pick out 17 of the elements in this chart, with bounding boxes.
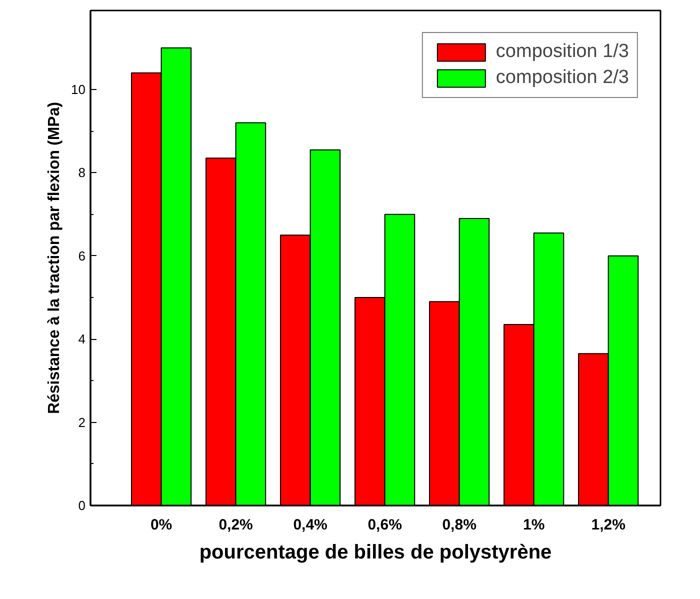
legend-label: composition 2/3 [496,67,629,89]
x-tick-label: 1,2% [591,516,626,534]
x-tick-label: 0,2% [218,516,253,534]
x-tick-label: 0% [150,516,172,534]
legend-label: composition 1/3 [496,41,629,63]
x-tick-label: 0,8% [442,516,476,534]
y-tick-label: 6 [78,248,86,264]
x-tick-label: 1% [522,516,545,534]
y-axis-title: Résistance à la traction par flexion (MPa) [46,102,64,414]
x-axis-title: pourcentage de billes de polystyrène [199,542,552,564]
y-tick-label: 2 [78,414,86,430]
y-tick-label: 4 [78,332,86,347]
x-tick-label: 0,4% [293,516,328,534]
y-tick-label: 10 [71,82,86,98]
x-tick-label: 0,6% [368,516,402,534]
y-tick-label: 0 [78,498,86,513]
y-tick-label: 8 [78,165,86,180]
